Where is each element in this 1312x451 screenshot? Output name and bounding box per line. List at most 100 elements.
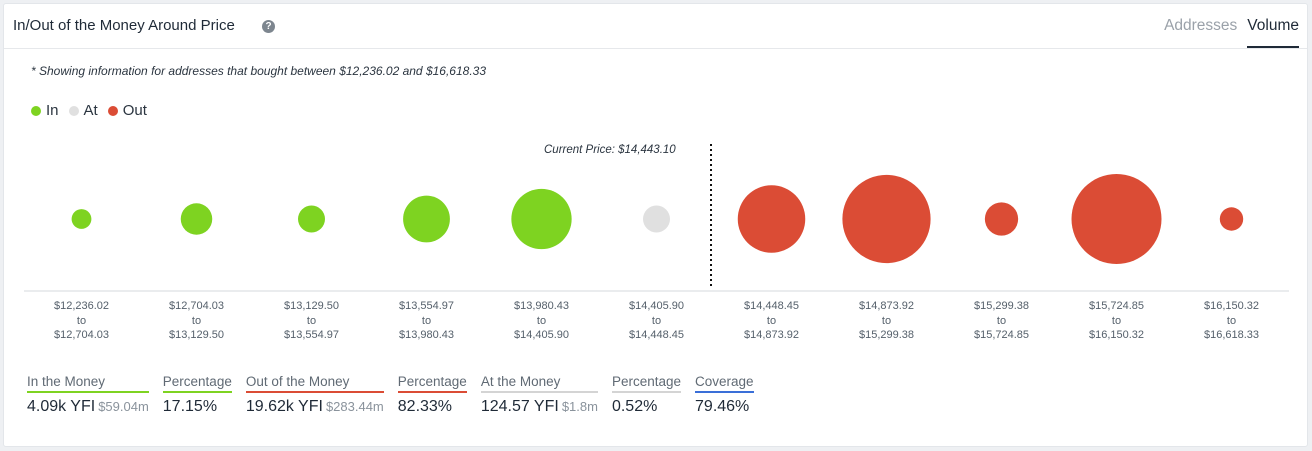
- range-note: * Showing information for addresses that…: [31, 64, 486, 78]
- bubble-at[interactable]: [643, 205, 670, 233]
- stat-label: Percentage: [611, 374, 682, 393]
- range-from: $12,236.02: [53, 300, 110, 312]
- bubble-in[interactable]: [511, 188, 572, 250]
- bubble-in[interactable]: [180, 203, 213, 235]
- card-header: In/Out of the Money Around Price ? Addre…: [4, 4, 1307, 49]
- legend-label-out: Out: [122, 102, 147, 119]
- stat-label: Out of the Money: [245, 374, 384, 393]
- stat-value-sub: $59.04m: [98, 399, 149, 414]
- stat-in-the-money: In the Money 4.09k YFI $59.04m: [27, 374, 149, 416]
- view-tabs: Addresses Volume: [1154, 4, 1299, 48]
- range-label: $13,129.50 to $13,554.97: [262, 299, 362, 343]
- range-to-word: to: [76, 314, 87, 327]
- bubble-in[interactable]: [71, 209, 92, 229]
- bubble-out[interactable]: [984, 202, 1019, 236]
- stat-label: Percentage: [162, 374, 232, 393]
- legend-item-out[interactable]: Out: [107, 102, 147, 119]
- stat-label: Percentage: [397, 374, 467, 393]
- range-to: $12,704.03: [53, 329, 110, 341]
- range-from: $13,554.97: [398, 300, 455, 312]
- stat-at-percentage: Percentage 0.52%: [611, 374, 682, 416]
- stat-value: 4.09k YFI $59.04m: [27, 398, 149, 416]
- range-label: $14,873.92 to $15,299.38: [837, 299, 937, 343]
- legend-dot-at: [68, 105, 79, 116]
- range-to-word: to: [766, 314, 777, 327]
- range-label: $16,150.32 to $16,618.33: [1182, 299, 1282, 343]
- legend-item-at[interactable]: At: [68, 102, 98, 119]
- range-label: $13,980.43 to $14,405.90: [492, 299, 592, 343]
- stat-value: 82.33%: [397, 398, 453, 415]
- bubble-in[interactable]: [298, 205, 325, 233]
- stat-value-main: 19.62k YFI: [245, 398, 323, 415]
- range-from: $14,873.92: [858, 300, 915, 312]
- range-label: $12,704.03 to $13,129.50: [147, 299, 247, 343]
- tab-addresses[interactable]: Addresses: [1164, 17, 1238, 34]
- range-to-word: to: [421, 314, 432, 327]
- range-to-word: to: [1226, 314, 1237, 327]
- stat-value: 124.57 YFI $1.8m: [481, 398, 598, 416]
- bubble-chart: Current Price: $14,443.10 $12,236.02 to $1…: [4, 134, 1309, 349]
- range-to-word: to: [1111, 314, 1122, 327]
- range-label: $15,724.85 to $16,150.32: [1067, 299, 1167, 343]
- range-from: $16,150.32: [1203, 300, 1260, 312]
- range-label: $14,448.45 to $14,873.92: [722, 299, 822, 343]
- legend-label-in: In: [46, 102, 59, 119]
- stat-value-main: 4.09k YFI: [27, 398, 96, 415]
- range-to-word: to: [651, 314, 662, 327]
- tab-volume[interactable]: Volume: [1247, 4, 1299, 48]
- legend-dot-in: [31, 105, 41, 116]
- range-to-word: to: [191, 314, 202, 327]
- range-to: $13,554.97: [283, 329, 340, 341]
- stat-value: 17.15%: [162, 398, 218, 415]
- bubble-out[interactable]: [1219, 207, 1244, 231]
- stat-out-percentage: Percentage 82.33%: [397, 374, 467, 416]
- range-from: $15,299.38: [973, 300, 1030, 312]
- stat-out-of-the-money: Out of the Money 19.62k YFI $283.44m: [245, 374, 384, 416]
- stat-value-sub: $1.8m: [561, 399, 598, 414]
- range-to: $13,129.50: [168, 329, 225, 341]
- range-from: $14,405.90: [628, 300, 685, 312]
- bubble-chart-svg: [24, 144, 1289, 292]
- range-from: $14,448.45: [743, 300, 800, 312]
- card-title: In/Out of the Money Around Price: [13, 17, 235, 34]
- stat-value: 79.46%: [695, 398, 750, 415]
- range-label: $15,299.38 to $15,724.85: [952, 299, 1052, 343]
- stat-coverage: Coverage 79.46%: [695, 374, 754, 416]
- current-price-label: Current Price: $14,443.10: [544, 144, 676, 156]
- iomap-card: In/Out of the Money Around Price ? Addre…: [3, 3, 1308, 447]
- range-to-word: to: [881, 314, 892, 327]
- stat-at-the-money: At the Money 124.57 YFI $1.8m: [480, 374, 598, 416]
- bubble-out[interactable]: [1071, 174, 1162, 264]
- bubble-in[interactable]: [403, 195, 450, 243]
- legend-item-in[interactable]: In: [31, 102, 59, 119]
- stat-label: At the Money: [480, 374, 598, 393]
- range-label: $14,405.90 to $14,448.45: [607, 299, 707, 343]
- stat-label: Coverage: [695, 374, 754, 393]
- range-to: $14,405.90: [513, 329, 570, 341]
- range-to: $15,299.38: [858, 329, 915, 341]
- legend-dot-out: [107, 105, 118, 116]
- range-from: $13,980.43: [513, 300, 570, 312]
- bubble-out[interactable]: [737, 185, 806, 253]
- stat-value-sub: $283.44m: [325, 399, 384, 414]
- range-from: $15,724.85: [1088, 300, 1145, 312]
- bubble-out[interactable]: [842, 174, 931, 264]
- range-from: $12,704.03: [168, 300, 225, 312]
- stats-row: In the Money 4.09k YFI $59.04m Percentage…: [27, 374, 768, 416]
- range-to: $16,150.32: [1088, 329, 1145, 341]
- range-to-word: to: [306, 314, 317, 327]
- stat-value: 0.52%: [611, 398, 658, 415]
- range-to: $13,980.43: [398, 329, 455, 341]
- range-to: $15,724.85: [973, 329, 1030, 341]
- stat-in-percentage: Percentage 17.15%: [162, 374, 232, 416]
- chart-legend: In At Out: [31, 102, 157, 119]
- stat-value-main: 124.57 YFI: [480, 398, 559, 415]
- range-to: $14,448.45: [628, 329, 685, 341]
- range-to: $14,873.92: [743, 329, 800, 341]
- legend-label-at: At: [83, 102, 98, 119]
- range-label: $13,554.97 to $13,980.43: [377, 299, 477, 343]
- range-label: $12,236.02 to $12,704.03: [32, 299, 132, 343]
- question-circle-icon[interactable]: ?: [262, 20, 275, 33]
- range-from: $13,129.50: [283, 300, 340, 312]
- stat-label: In the Money: [27, 374, 149, 393]
